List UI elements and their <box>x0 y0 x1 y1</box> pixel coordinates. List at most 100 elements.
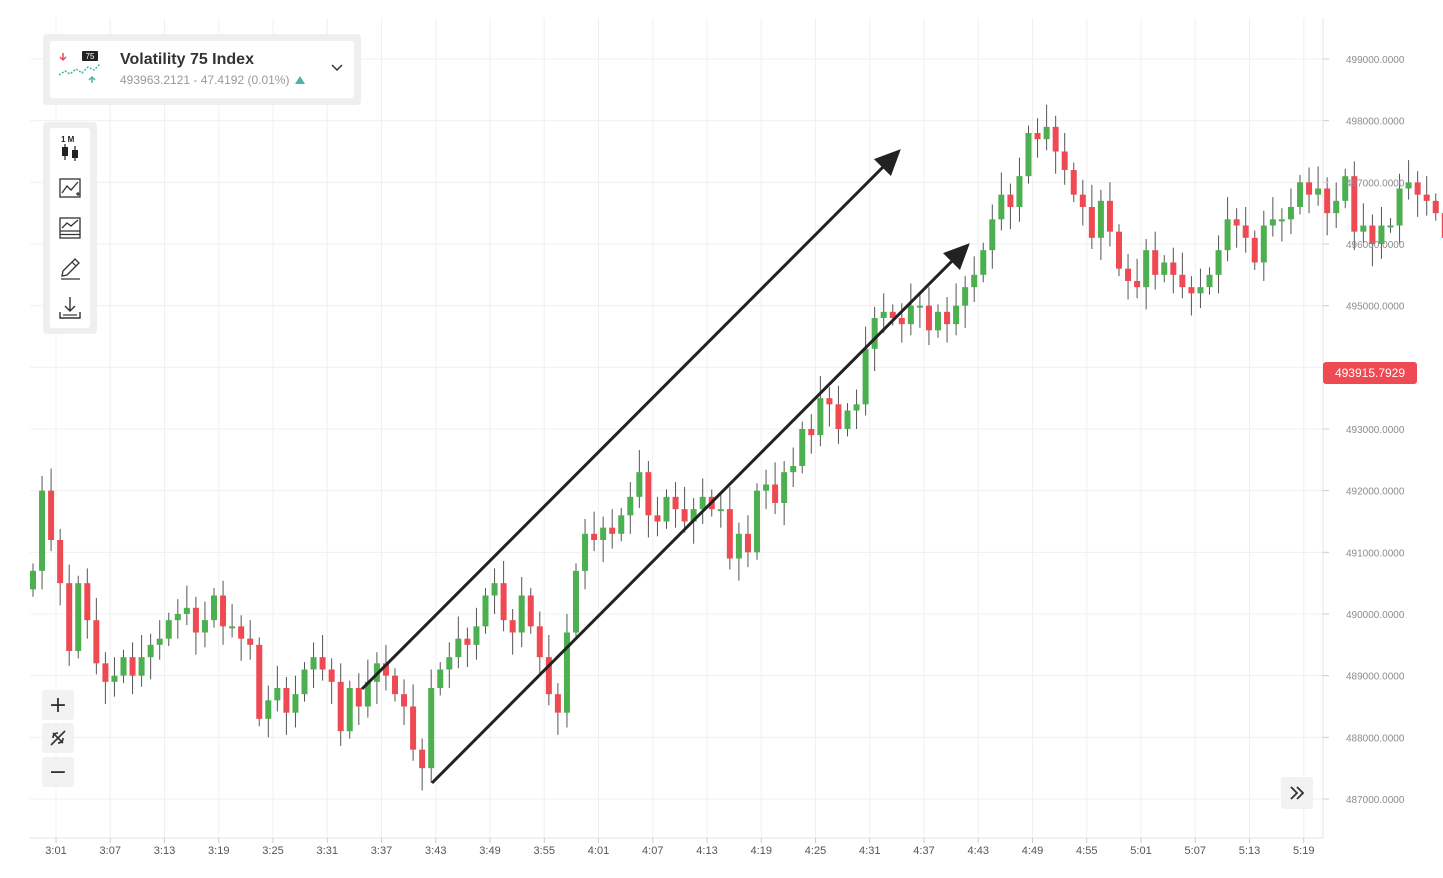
candle-body-down <box>256 644 263 719</box>
candle-body-down <box>84 583 91 621</box>
price-tick-label: 492000.0000 <box>1346 487 1405 498</box>
candle <box>1079 179 1086 226</box>
candle-body-down <box>1116 231 1122 269</box>
zoom-in-button[interactable]: + <box>42 690 74 720</box>
scroll-to-latest-button[interactable] <box>1281 777 1313 809</box>
candle-body-down <box>220 595 227 627</box>
candle <box>880 293 887 333</box>
candle <box>1233 208 1240 248</box>
candle <box>916 294 923 328</box>
candle <box>907 283 914 336</box>
candle <box>726 486 733 570</box>
candle <box>1423 176 1430 216</box>
price-tick-label: 489000.0000 <box>1346 672 1405 683</box>
candle-body-up <box>211 595 217 621</box>
candle <box>799 421 806 474</box>
time-tick-label: 5:07 <box>1185 845 1206 857</box>
candle-body-up <box>156 638 163 645</box>
candle-body-down <box>382 663 389 676</box>
candle <box>654 496 661 537</box>
candle <box>853 389 860 429</box>
candle-body-up <box>1143 250 1150 288</box>
candle-body-down <box>889 311 896 318</box>
price-tick-label: 498000.0000 <box>1346 117 1405 128</box>
upper-trend-arrow <box>360 149 901 691</box>
candle <box>1297 174 1303 215</box>
candle-body-up <box>1016 176 1023 207</box>
candle <box>1188 276 1195 316</box>
candle-body-up <box>627 496 634 516</box>
candle-body-down <box>1070 170 1077 195</box>
interval-label: 1 M <box>61 135 75 144</box>
candle <box>1161 255 1168 283</box>
candle-body-up <box>998 194 1005 220</box>
candle-body-up <box>138 657 145 676</box>
drawing-tools-button[interactable] <box>54 252 86 284</box>
candle <box>138 634 145 687</box>
candle-body-up <box>147 644 154 658</box>
candle <box>1025 125 1032 184</box>
candle-body-up <box>862 348 869 405</box>
indicators-button[interactable] <box>54 212 86 244</box>
candle <box>1333 182 1340 228</box>
candle-body-up <box>1043 126 1050 140</box>
candle <box>319 634 326 681</box>
time-tick-label: 3:43 <box>425 845 446 857</box>
candle <box>953 283 960 336</box>
price-tick-label: 490000.0000 <box>1346 610 1405 621</box>
candle <box>283 676 290 735</box>
drawing-tools-icon <box>61 258 80 280</box>
candle <box>627 482 634 534</box>
download-icon <box>59 297 81 319</box>
candle-body-down <box>609 527 616 534</box>
time-tick-label: 5:19 <box>1293 845 1314 857</box>
candle <box>39 475 46 590</box>
candle-body-down <box>1414 182 1421 195</box>
candle-body-up <box>174 614 181 621</box>
download-button[interactable] <box>54 292 86 324</box>
candle <box>527 588 534 634</box>
candle-body-down <box>419 749 426 769</box>
candle <box>509 609 516 655</box>
candle <box>925 287 932 346</box>
candle-body-down <box>826 398 833 405</box>
symbol-title: Volatility 75 Index <box>120 51 254 68</box>
candle-body-up <box>582 533 589 571</box>
candle-body-down <box>48 490 55 540</box>
candle-body-down <box>392 675 398 695</box>
reset-zoom-button[interactable] <box>42 723 74 753</box>
symbol-info-card[interactable]: 75 Volatility 75 Index 493963.2121 - 47.… <box>43 34 361 105</box>
candle-body-up <box>735 533 742 559</box>
double-chevron-right-icon <box>1290 786 1305 800</box>
candle <box>663 489 670 529</box>
chevron-down-icon[interactable] <box>330 61 344 75</box>
candle <box>844 403 851 437</box>
time-tick-label: 3:31 <box>317 845 338 857</box>
candle-body-up <box>1161 262 1168 275</box>
candle-body-up <box>201 620 208 633</box>
candle <box>681 486 688 533</box>
time-tick-label: 3:55 <box>534 845 555 857</box>
candle-body-down <box>944 311 951 325</box>
candle <box>247 620 254 660</box>
candle-body-down <box>772 484 779 503</box>
candle-body-up <box>39 490 46 571</box>
interval-button[interactable]: 1 M <box>54 132 86 164</box>
candle <box>401 679 408 725</box>
candlestick-interval-icon: 1 M <box>61 135 78 161</box>
candle-body-up <box>1097 200 1104 238</box>
candle <box>1360 203 1367 243</box>
candle-body-down <box>1125 268 1132 281</box>
candle <box>609 509 616 549</box>
candle-body-down <box>1351 176 1358 232</box>
chart-type-button[interactable] <box>54 172 86 204</box>
candle <box>1324 177 1331 236</box>
candle-body-down <box>1007 194 1014 207</box>
time-tick-label: 3:07 <box>100 845 121 857</box>
zoom-out-button[interactable]: − <box>42 757 74 787</box>
time-tick-label: 4:07 <box>642 845 663 857</box>
candle <box>817 375 824 447</box>
candle <box>66 564 73 666</box>
candle-body-down <box>1423 194 1430 201</box>
